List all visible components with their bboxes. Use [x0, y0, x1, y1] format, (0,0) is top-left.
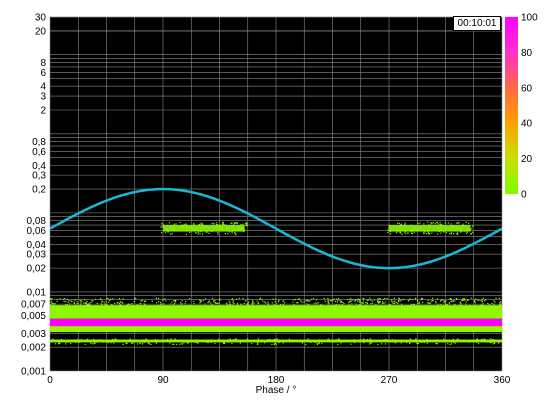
y-tick-label: 20 — [35, 26, 47, 37]
y-tick-label: 2 — [40, 105, 46, 116]
y-tick-label: 0,08 — [27, 216, 47, 227]
x-axis-tick-labels: 0 90 180 270 360 — [47, 375, 511, 386]
y-tick-label: 4 — [40, 82, 46, 93]
density-band — [50, 339, 502, 343]
y-tick-label: 0,001 — [21, 367, 46, 378]
y-tick-label: 0,03 — [27, 250, 47, 261]
colorbar-tick-label: 80 — [521, 48, 533, 59]
colorbar-tick-label: 40 — [521, 119, 533, 130]
y-tick-label: 0,01 — [27, 287, 47, 298]
y-tick-label: 0,002 — [21, 343, 46, 354]
sine-reference-layer — [50, 187, 502, 270]
x-axis-title: Phase / ° — [256, 385, 297, 396]
x-tick-label: 180 — [268, 375, 285, 386]
density-band — [50, 318, 502, 327]
y-tick-label: 0,003 — [21, 329, 46, 340]
y-tick-label: 6 — [40, 68, 46, 79]
colorbar-tick-label: 20 — [521, 154, 533, 165]
density-speckle — [50, 221, 502, 346]
colorbar-tick-label: 60 — [521, 83, 533, 94]
y-tick-label: 0,04 — [27, 240, 47, 251]
x-tick-label: 0 — [47, 375, 53, 386]
timestamp: 00:10:01 — [453, 16, 501, 31]
density-band — [50, 326, 502, 333]
y-axis-tick-labels: 30 20 86 43 2 0,80,6 0,40,3 0,2 0,080,06 0,040,03… — [21, 13, 46, 378]
y-tick-label: 0,007 — [21, 300, 46, 311]
y-tick-label: 0,6 — [32, 147, 46, 158]
y-tick-label: 0,06 — [27, 226, 47, 237]
y-tick-label: 3 — [40, 92, 46, 103]
colorbar-tick-label: 0 — [521, 190, 527, 201]
y-tick-label: 0,3 — [32, 171, 46, 182]
y-tick-label: 0,4 — [32, 161, 46, 172]
y-tick-label: 0,2 — [32, 185, 46, 196]
x-tick-label: 360 — [494, 375, 511, 386]
colorbar-tick-labels: 100 80 60 40 20 0 — [521, 13, 538, 201]
colorbar — [505, 17, 518, 194]
y-tick-label: 0,8 — [32, 137, 46, 148]
y-tick-label: 8 — [40, 58, 46, 69]
colorbar-tick-label: 100 — [521, 13, 538, 24]
x-tick-label: 90 — [157, 375, 169, 386]
y-tick-label: 0,02 — [27, 264, 47, 275]
y-tick-label: 30 — [35, 13, 47, 24]
density-layer — [50, 221, 502, 346]
x-tick-label: 270 — [381, 375, 398, 386]
density-cluster — [389, 225, 471, 232]
density-band — [50, 305, 502, 319]
y-tick-label: 0,005 — [21, 311, 46, 322]
grid-lines — [49, 16, 503, 372]
sine-reference-curve — [50, 187, 502, 270]
